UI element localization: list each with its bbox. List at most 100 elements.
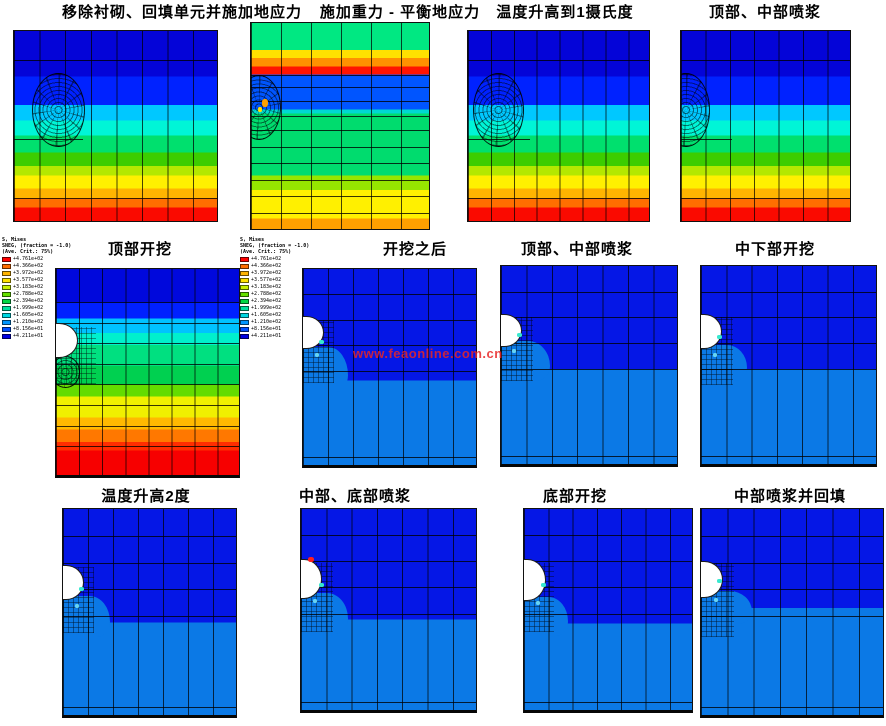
- legend-value: +3.577e+02: [251, 276, 282, 283]
- legend-title-line: (Ave. Crit.: 75%): [2, 249, 54, 255]
- mesh-hline: [251, 212, 429, 214]
- stage-label: 顶部、中部喷浆: [708, 4, 822, 21]
- legend-row: +1.999e+02: [240, 305, 309, 311]
- legend-row: +4.366e+02: [240, 263, 309, 269]
- stage-label: 顶部开挖: [107, 241, 173, 258]
- legend-value: +4.211e+01: [13, 332, 44, 339]
- legend-row: +4.211e+01: [2, 333, 71, 339]
- legend-value: +4.366e+02: [13, 262, 44, 269]
- mesh-hline: [681, 59, 850, 61]
- stage-label: 温度升高到1摄氏度: [496, 4, 634, 21]
- stage-label: 中下部开挖: [734, 241, 816, 258]
- mesh-hline: [701, 456, 876, 458]
- mesh-hline: [56, 404, 239, 406]
- legend-value: +3.183e+02: [251, 283, 282, 290]
- legend-value: +2.394e+02: [251, 297, 282, 304]
- legend-value: +4.211e+01: [251, 332, 282, 339]
- legend-title-line: S, Mises: [2, 237, 27, 243]
- contour-speck: [308, 557, 314, 563]
- mesh-hline: [501, 291, 677, 293]
- legend-row: +4.761e+02: [240, 256, 309, 262]
- legend-color-swatch: [240, 333, 249, 339]
- stage-panel-2: [250, 22, 430, 230]
- contour-speck: [75, 603, 80, 608]
- mesh-hline: [701, 706, 883, 708]
- legend-row: +2.394e+02: [2, 298, 71, 304]
- legend-title-line: SNEG, (fraction = -1.0): [2, 243, 72, 249]
- legend-color-swatch: [240, 305, 249, 311]
- legend-value: +2.788e+02: [13, 290, 44, 297]
- legend-color-swatch: [2, 312, 11, 318]
- mesh-hline: [56, 446, 239, 448]
- stage-label: 施加重力 - 平衡地应力: [319, 4, 481, 21]
- mesh-overlay: [251, 23, 429, 229]
- contour-legend: S, Mises SNEG, (fraction = -1.0) (Ave. Cri…: [240, 237, 309, 339]
- mesh-hline: [56, 301, 239, 303]
- legend-row: +1.999e+02: [2, 305, 71, 311]
- mesh-hline: [251, 74, 429, 76]
- mesh-hline: [301, 535, 476, 537]
- mesh-hline: [251, 146, 429, 148]
- stage-label: 顶部、中部喷浆: [520, 241, 634, 258]
- legend-row: +4.366e+02: [2, 263, 71, 269]
- stage-panel-11: [523, 508, 693, 713]
- legend-row: +4.761e+02: [2, 256, 71, 262]
- legend-value: +1.999e+02: [13, 304, 44, 311]
- mesh-hline: [301, 701, 476, 703]
- mesh-hline: [251, 196, 429, 198]
- stage-label: 移除衬砌、回填单元并施加地应力: [61, 4, 303, 21]
- legend-row: +2.394e+02: [240, 298, 309, 304]
- legend-color-swatch: [2, 333, 11, 339]
- mesh-hline: [14, 198, 217, 200]
- tunnel-lining-mesh: [32, 72, 86, 147]
- legend-value: +1.210e+02: [251, 318, 282, 325]
- legend-title-line: (Ave. Crit.: 75%): [240, 249, 292, 255]
- mesh-hline: [303, 457, 476, 459]
- mesh-hline: [681, 198, 850, 200]
- mesh-hline: [303, 294, 476, 296]
- legend-value: +3.183e+02: [13, 283, 44, 290]
- legend-value: +1.999e+02: [251, 304, 282, 311]
- legend-value: +4.761e+02: [251, 255, 282, 262]
- legend-color-swatch: [2, 326, 11, 332]
- stage-panel-6: [302, 268, 477, 468]
- legend-row: +1.210e+02: [2, 319, 71, 325]
- stage-label: 中部喷浆并回填: [733, 488, 847, 505]
- legend-color-swatch: [240, 319, 249, 325]
- contour-speck: [716, 335, 722, 340]
- legend-color-swatch: [240, 326, 249, 332]
- stage-label: 开挖之后: [382, 241, 448, 258]
- stage-label: 温度升高2度: [101, 488, 191, 505]
- legend-row: +8.156e+01: [2, 326, 71, 332]
- contour-speck: [261, 99, 268, 108]
- stage-label: 中部、底部喷浆: [298, 488, 412, 505]
- legend-value: +3.577e+02: [13, 276, 44, 283]
- legend-value: +3.972e+02: [251, 269, 282, 276]
- mesh-hline: [524, 701, 692, 703]
- contour-legend: S, Mises SNEG, (fraction = -1.0) (Ave. Cri…: [2, 237, 71, 339]
- stage-panel-3: [467, 30, 650, 222]
- legend-row: +3.183e+02: [2, 284, 71, 290]
- legend-color-swatch: [240, 312, 249, 318]
- stage-panel-9: [62, 508, 237, 718]
- mesh-hline: [501, 456, 677, 458]
- legend-title-line: SNEG, (fraction = -1.0): [240, 243, 310, 249]
- contour-speck: [511, 349, 516, 354]
- legend-color-swatch: [2, 256, 11, 262]
- legend-row: +1.605e+02: [2, 312, 71, 318]
- mesh-hline: [251, 130, 429, 132]
- contour-speck: [318, 583, 324, 588]
- legend-color-swatch: [240, 263, 249, 269]
- mesh-hline: [63, 706, 236, 708]
- legend-value: +4.761e+02: [13, 255, 44, 262]
- legend-row: +3.577e+02: [240, 277, 309, 283]
- legend-row: +3.972e+02: [240, 270, 309, 276]
- contour-speck: [318, 339, 324, 344]
- legend-color-swatch: [240, 270, 249, 276]
- tunnel-lining-mesh: [473, 72, 525, 147]
- stage-panel-10: [300, 508, 477, 713]
- stage-label: 底部开挖: [542, 488, 608, 505]
- legend-value: +8.156e+01: [251, 325, 282, 332]
- legend-value: +2.788e+02: [251, 290, 282, 297]
